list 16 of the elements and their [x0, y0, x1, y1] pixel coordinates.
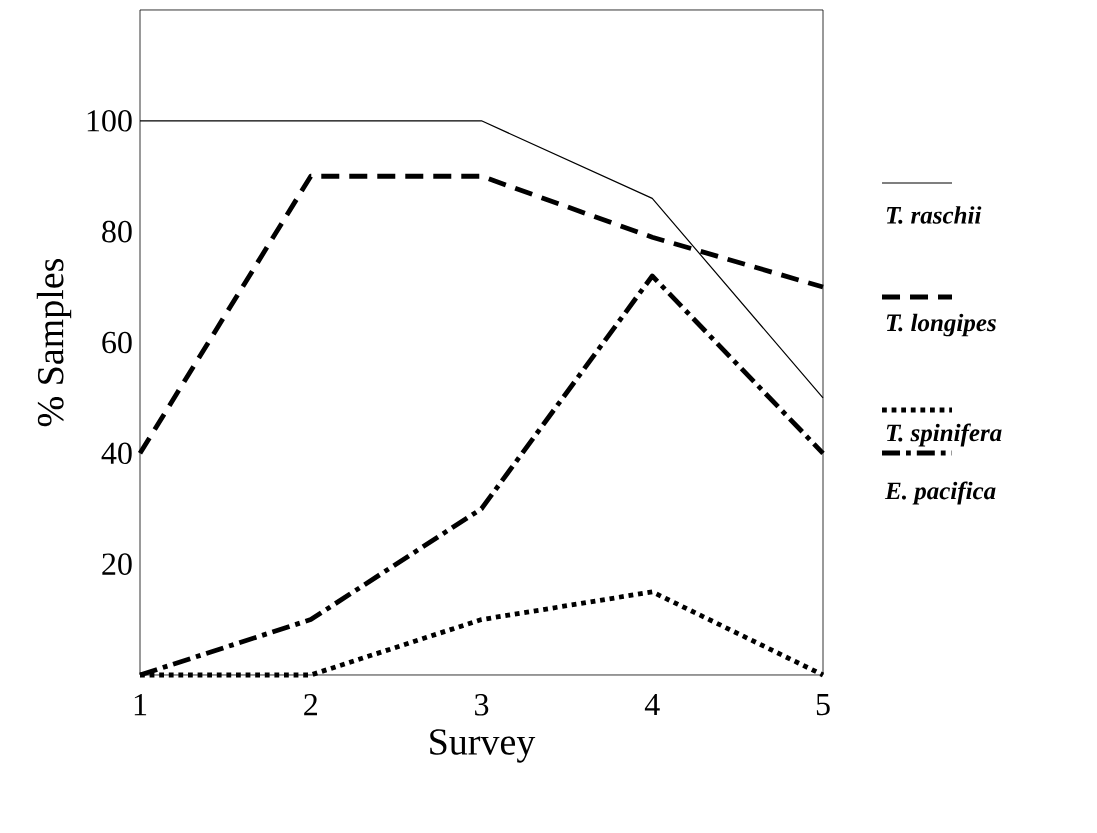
legend-label: T. raschii: [886, 206, 982, 224]
y-tick-label: 20: [102, 553, 132, 575]
y-tick-label: 100: [87, 110, 132, 132]
x-tick-label: 1: [134, 694, 147, 716]
legend-label: T. spinifera: [886, 423, 1002, 447]
y-tick-label: 40: [101, 442, 132, 465]
x-tick-label: 2: [304, 694, 317, 716]
y-tick-label: 80: [102, 220, 132, 243]
legend-label: E. pacifica: [884, 481, 996, 505]
y-axis-title: % Samples: [36, 258, 72, 427]
x-tick-label: 5: [816, 694, 830, 716]
y-tick-label: 60: [102, 331, 132, 354]
x-tick-label: 3: [475, 694, 489, 716]
x-tick-label: 4: [644, 694, 660, 716]
legend-label: T. longipes: [886, 313, 996, 337]
x-axis-title: Survey: [430, 729, 536, 763]
